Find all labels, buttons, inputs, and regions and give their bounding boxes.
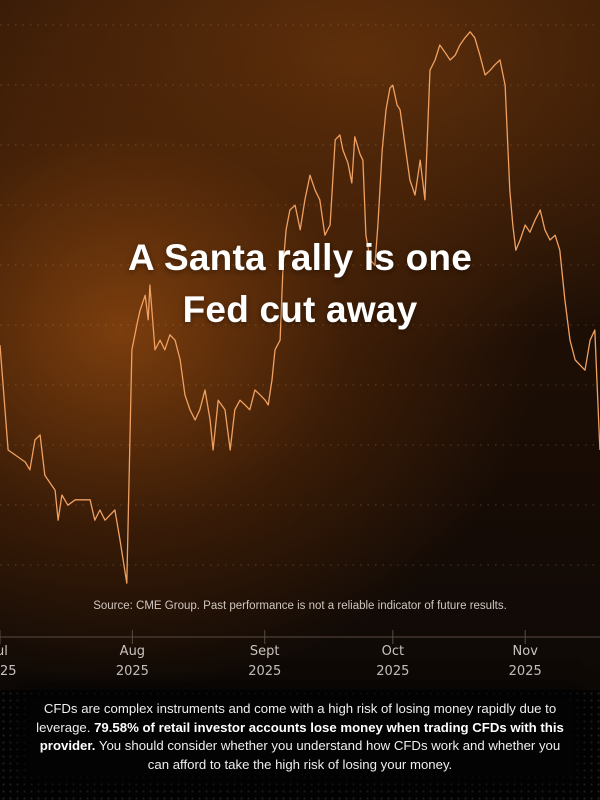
chart-background — [0, 0, 600, 690]
disclaimer-bold-stat: 79.58% of retail investor accounts lose … — [39, 719, 564, 754]
x-tick-label-year: 2025 — [248, 664, 281, 679]
x-tick-label-year: 2025 — [509, 664, 542, 679]
disclaimer-text-2: You should consider whether you understa… — [95, 738, 561, 772]
x-tick-label-year: 2025 — [376, 664, 409, 679]
headline-line-2: Fed cut away — [182, 289, 418, 330]
x-tick-label-label: Aug — [120, 644, 145, 659]
x-tick-label-label: Oct — [382, 644, 404, 659]
source-note: Source: CME Group. Past performance is n… — [93, 600, 507, 612]
x-tick-label-label: Jul — [0, 644, 8, 659]
risk-disclaimer: CFDs are complex instruments and come wi… — [30, 700, 570, 774]
price-line-series — [0, 31, 600, 584]
price-chart: Jul 2025 Aug 2025 Sept 2025 Oct 2025 Nov 2025 — [0, 24, 600, 679]
x-axis-ticks: Jul 2025 Aug 2025 Sept 2025 Oct 2025 Nov 2025 — [0, 630, 542, 679]
x-tick-label-year: 2025 — [116, 664, 149, 679]
headline-line-1: A Santa rally is one — [128, 237, 472, 278]
disclaimer-text-1: CFDs are complex instruments and come wi… — [36, 701, 557, 735]
x-tick-label-year: 2025 — [0, 664, 17, 679]
gridlines — [0, 24, 600, 566]
x-tick-label-label: Sept — [250, 644, 280, 659]
x-tick-label-label: Nov — [513, 644, 539, 659]
